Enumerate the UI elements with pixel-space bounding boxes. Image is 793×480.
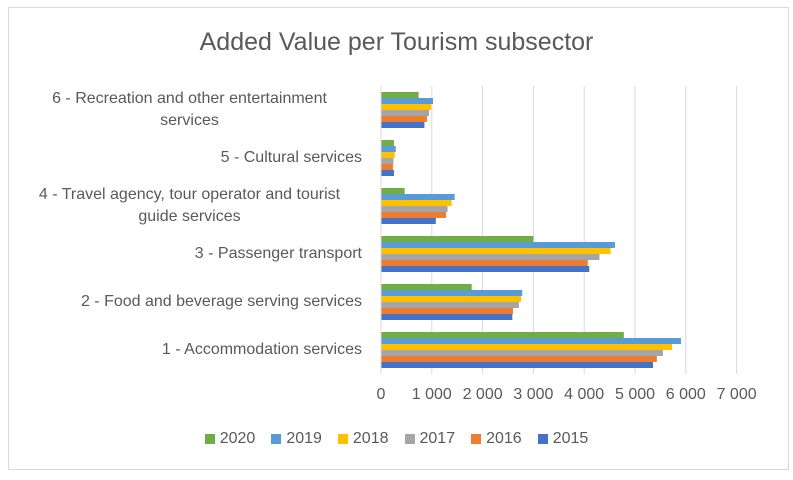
bar-2018-cat1 [381, 344, 673, 350]
legend-swatch [337, 434, 348, 444]
legend-swatch [271, 434, 282, 444]
legend-label: 2018 [352, 430, 389, 447]
legend-label: 2015 [552, 430, 589, 447]
category-label: 1 - Accommodation services [2, 339, 362, 361]
chart-title: Added Value per Tourism subsector [199, 28, 594, 56]
bar-2015-cat2 [381, 314, 513, 320]
category-label-line: guide services [138, 208, 241, 225]
category-label: 2 - Food and beverage serving services [2, 291, 362, 313]
bar-2015-cat4 [381, 218, 436, 224]
bar-2016-cat4 [381, 212, 447, 218]
x-tick-label: 3 000 [513, 386, 554, 403]
legend-label: 2016 [486, 430, 522, 447]
legend-item: 2018 [337, 430, 389, 448]
x-tick-label: 1 000 [411, 386, 452, 403]
category-label-line: 1 - Accommodation services [161, 341, 362, 358]
category-label: 4 - Travel agency, tour operator and tou… [17, 184, 362, 228]
x-tick-label: 4 000 [564, 386, 605, 403]
bar-2020-cat2 [381, 284, 472, 290]
x-tick-label: 6 000 [665, 386, 706, 403]
x-tick-label: 2 000 [462, 386, 503, 403]
legend-swatch [537, 434, 548, 444]
category-label-line: services [160, 112, 219, 129]
bar-2015-cat5 [381, 170, 394, 176]
bar-2017-cat4 [381, 206, 448, 212]
category-label-line: 3 - Passenger transport [194, 245, 362, 262]
bar-2017-cat1 [381, 350, 663, 356]
bar-2016-cat2 [381, 308, 514, 314]
bar-2019-cat4 [381, 194, 455, 200]
bar-2016-cat5 [381, 164, 393, 170]
bar-2018-cat5 [381, 152, 395, 158]
x-tick-label: 5 000 [614, 386, 656, 403]
legend-swatch [404, 434, 415, 444]
bar-2020-cat1 [381, 332, 624, 338]
bar-2018-cat6 [381, 104, 432, 110]
legend-label: 2019 [286, 430, 322, 447]
bar-2020-cat4 [381, 188, 405, 194]
chart-legend: 2020 2019 2018 2017 2016 2015 [0, 430, 793, 448]
category-label-line: 5 - Cultural services [220, 149, 362, 166]
bar-2017-cat3 [381, 254, 600, 260]
category-label-line: 2 - Food and beverage serving services [80, 293, 362, 310]
bar-2019-cat6 [381, 98, 434, 104]
bar-2020-cat5 [381, 140, 394, 146]
bar-2018-cat3 [381, 248, 611, 254]
bar-2015-cat1 [381, 362, 654, 368]
bar-2017-cat5 [381, 158, 394, 164]
legend-item: 2019 [271, 430, 322, 448]
bar-2020-cat3 [381, 236, 534, 242]
bar-2015-cat6 [381, 122, 425, 128]
x-tick-label: 0 [376, 386, 386, 403]
legend-item: 2020 [204, 430, 256, 448]
bar-2016-cat3 [381, 260, 588, 266]
bar-2016-cat6 [381, 116, 427, 122]
legend-swatch [204, 434, 215, 444]
x-tick-label: 7 000 [716, 386, 757, 403]
bar-2019-cat5 [381, 146, 396, 152]
bar-2020-cat6 [381, 92, 419, 98]
bar-2015-cat3 [381, 266, 590, 272]
bar-2017-cat2 [381, 302, 519, 308]
legend-label: 2020 [219, 430, 256, 447]
bar-2019-cat2 [381, 290, 523, 296]
legend-swatch [471, 434, 482, 444]
legend-label: 2017 [419, 430, 456, 447]
bar-2017-cat6 [381, 110, 430, 116]
bar-2019-cat1 [381, 338, 681, 344]
legend-item: 2016 [471, 430, 522, 448]
category-label: 5 - Cultural services [2, 147, 362, 169]
bar-2019-cat3 [381, 242, 615, 248]
bar-2016-cat1 [381, 356, 657, 362]
legend-item: 2017 [404, 430, 456, 448]
category-label-line: 6 - Recreation and other entertainment [52, 90, 327, 107]
category-label: 6 - Recreation and other entertainment se… [17, 88, 362, 132]
legend-item: 2015 [537, 430, 589, 448]
bar-2018-cat2 [381, 296, 521, 302]
category-label: 3 - Passenger transport [2, 243, 362, 265]
category-label-line: 4 - Travel agency, tour operator and tou… [38, 186, 341, 203]
bar-2018-cat4 [381, 200, 452, 206]
